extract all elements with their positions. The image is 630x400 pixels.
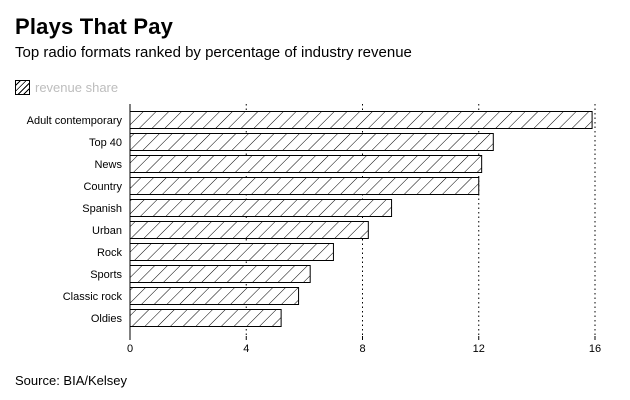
bar-news (129, 155, 483, 173)
chart-title: Plays That Pay (15, 14, 174, 39)
chart-subtitle: Top radio formats ranked by percentage o… (15, 44, 412, 61)
category-label-urban: Urban (92, 225, 122, 237)
category-label-rock: Rock (97, 247, 123, 259)
legend: revenue share (15, 80, 118, 95)
legend-label: revenue share (35, 80, 119, 95)
category-label-classic-rock: Classic rock (63, 291, 123, 303)
x-tick-label-4: 4 (243, 343, 249, 355)
bar-top-40 (129, 133, 494, 151)
category-label-top-40: Top 40 (89, 137, 122, 149)
bar-sports (129, 265, 311, 283)
category-label-adult-contemporary: Adult contemporary (27, 115, 123, 127)
category-label-spanish: Spanish (82, 203, 122, 215)
source-note: Source: BIA/Kelsey (15, 373, 127, 388)
bar-urban (129, 221, 369, 239)
x-tick-label-12: 12 (473, 343, 485, 355)
bar-classic-rock (129, 287, 300, 305)
x-tick-label-8: 8 (359, 343, 365, 355)
x-tick-label-0: 0 (127, 343, 133, 355)
bar-adult-contemporary (129, 111, 593, 129)
bar-spanish (129, 199, 393, 217)
legend-swatch (15, 80, 30, 95)
bar-oldies (129, 309, 282, 327)
category-label-oldies: Oldies (91, 313, 123, 325)
bar-country (129, 177, 480, 195)
bar-rock (129, 243, 334, 261)
category-label-country: Country (83, 181, 122, 193)
category-label-sports: Sports (90, 269, 122, 281)
category-label-news: News (94, 159, 122, 171)
x-tick-label-16: 16 (589, 343, 601, 355)
